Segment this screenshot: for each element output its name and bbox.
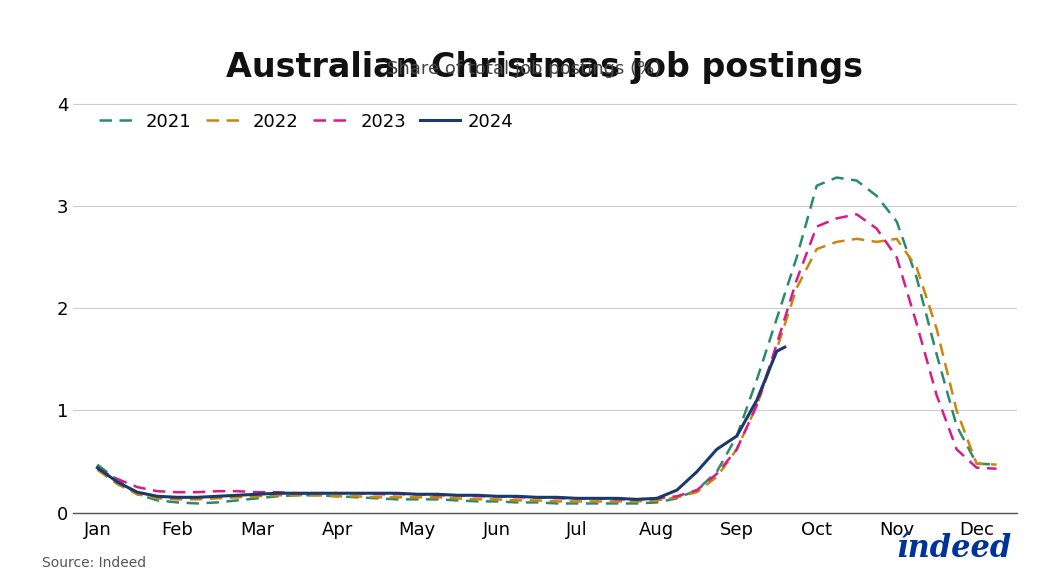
Text: Share of total job postings (%): Share of total job postings (%) (387, 60, 661, 78)
Text: Source: Indeed: Source: Indeed (42, 556, 146, 570)
Text: índeed: índeed (896, 533, 1011, 564)
Legend: 2021, 2022, 2023, 2024: 2021, 2022, 2023, 2024 (92, 105, 520, 138)
Title: Australian Christmas job postings: Australian Christmas job postings (226, 51, 864, 84)
